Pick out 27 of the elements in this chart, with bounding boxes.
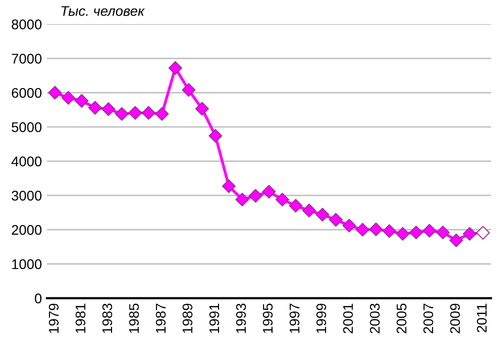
y-tick-label: 7000	[12, 54, 42, 64]
x-tick-label: 2005	[396, 304, 406, 334]
x-tick-label: 1989	[182, 304, 192, 333]
x-tick-label: 1997	[290, 304, 300, 333]
x-tick-label: 1981	[76, 304, 86, 333]
y-tick-label: 6000	[12, 88, 42, 98]
x-tick-label: 1979	[48, 304, 59, 333]
x-tick-label: 1991	[209, 304, 220, 333]
y-tick-label: 8000	[12, 19, 42, 30]
x-tick-label: 1993	[236, 304, 246, 333]
x-tick-label: 2009	[450, 304, 460, 334]
y-tick-label: 0	[34, 294, 42, 304]
x-tick-label: 2007	[423, 304, 434, 334]
x-tick-label: 1995	[262, 304, 273, 333]
y-tick-label: 2000	[12, 225, 42, 235]
x-tick-label: 2011	[476, 304, 487, 332]
x-tick-label: 1983	[102, 304, 112, 333]
x-tick-label: 1987	[156, 304, 166, 333]
x-tick-label: 1999	[316, 304, 326, 333]
x-tick-label: 2003	[370, 304, 380, 334]
x-tick-label: 1985	[129, 304, 139, 333]
x-tick-label: 2001	[343, 304, 353, 334]
y-axis-title: Тыс. человек	[61, 6, 145, 16]
y-tick-label: 4000	[11, 156, 42, 166]
y-tick-label: 5000	[12, 122, 42, 132]
y-tick-label: 3000	[12, 190, 42, 201]
y-tick-label: 1000	[12, 259, 42, 270]
